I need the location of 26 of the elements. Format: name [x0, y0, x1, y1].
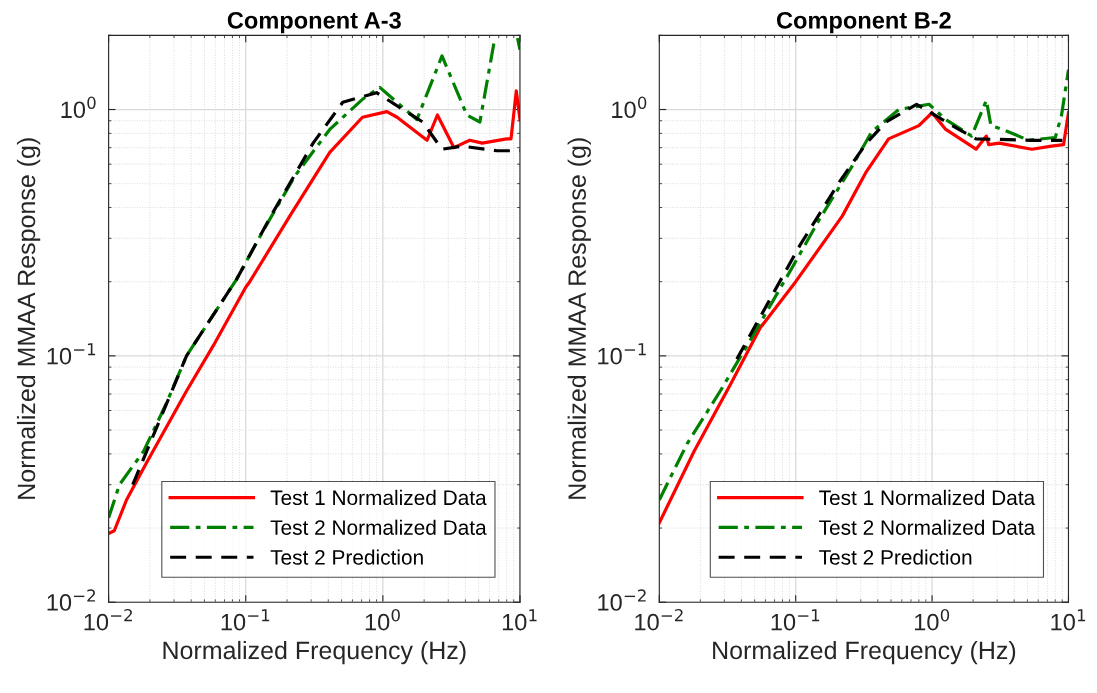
y-tick-label: 10$^{−2}$ — [47, 589, 95, 611]
legend-label: Test 2 Normalized Data — [819, 519, 1036, 535]
chart-title: Component B-2 — [776, 11, 951, 34]
x-axis-title: Normalized Frequency (Hz) — [713, 640, 1016, 665]
legend-label: Test 2 Normalized Data — [270, 519, 487, 535]
legend-label: Test 1 Normalized Data — [819, 489, 1036, 506]
y-tick-label: 10$^{0}$ — [612, 96, 647, 119]
x-axis-title: Normalized Frequency (Hz) — [163, 640, 466, 665]
x-tick-label: 10$^{0}$ — [365, 608, 400, 631]
y-axis-title: Normalized MMAA Response (g) — [567, 138, 591, 499]
y-axis-title: Normalized MMAA Response (g) — [16, 138, 41, 499]
legend-label: Test 2 Prediction — [819, 549, 972, 565]
x-tick-label: 10$^{−1}$ — [221, 609, 270, 631]
x-tick-label: 10$^{1}$ — [1051, 609, 1086, 631]
y-tick-label: 10$^{0}$ — [61, 96, 96, 119]
x-tick-label: 10$^{−2}$ — [84, 608, 132, 631]
y-tick-label: 10$^{−1}$ — [598, 343, 646, 365]
x-tick-label: 10$^{0}$ — [915, 608, 950, 631]
y-tick-label: 10$^{−1}$ — [47, 343, 96, 365]
chart-title: Component A-3 — [227, 11, 401, 34]
legend-label: Test 2 Prediction — [270, 549, 423, 565]
x-tick-label: 10$^{−2}$ — [635, 608, 683, 631]
x-tick-label: 10$^{−1}$ — [771, 609, 820, 631]
y-tick-label: 10$^{−2}$ — [598, 589, 646, 611]
legend-label: Test 1 Normalized Data — [270, 489, 487, 506]
x-tick-label: 10$^{1}$ — [502, 609, 537, 631]
